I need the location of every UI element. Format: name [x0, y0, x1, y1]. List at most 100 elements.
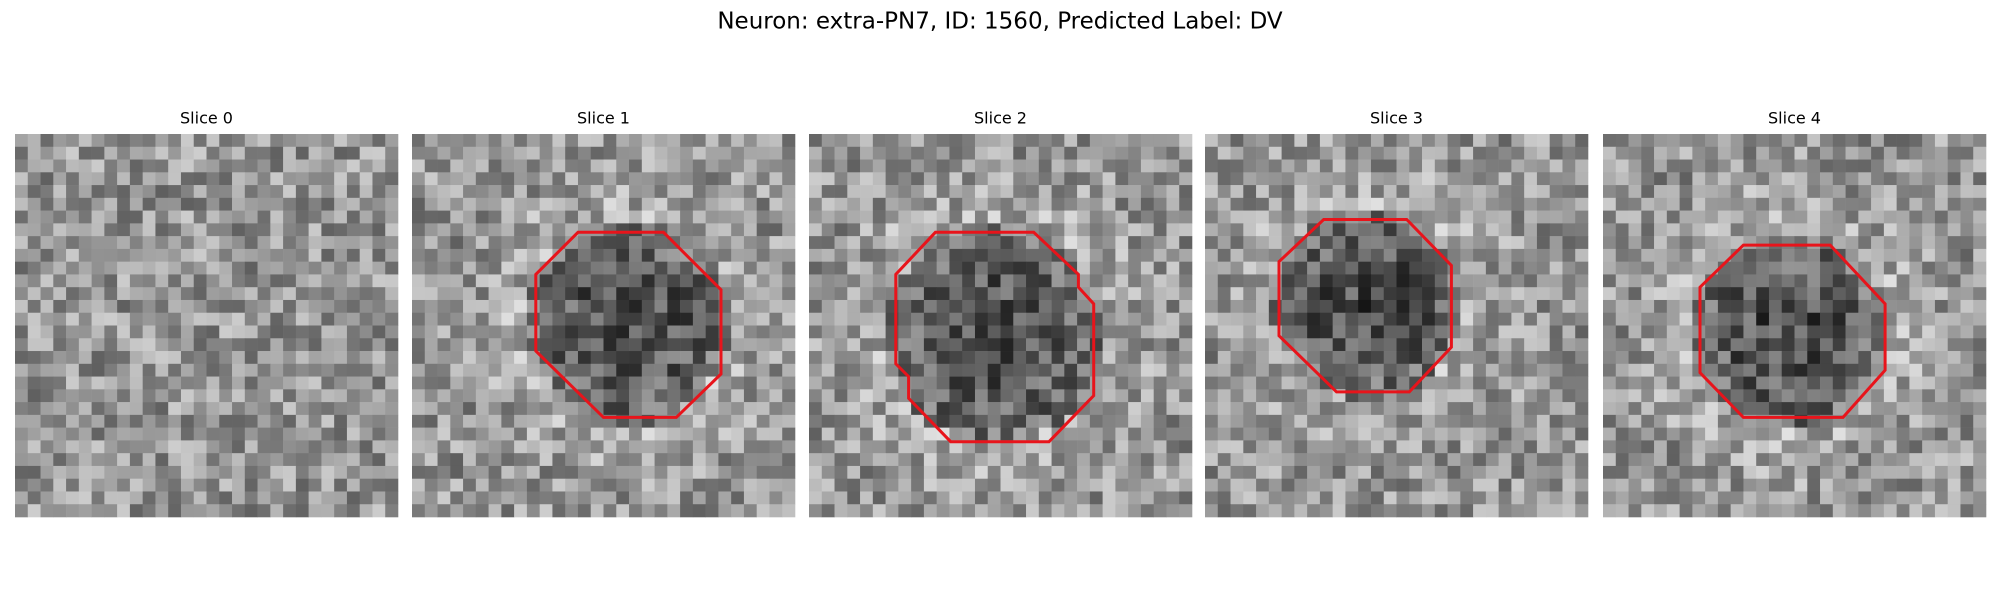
pixel	[629, 363, 643, 377]
pixel	[1268, 172, 1282, 186]
pixel	[193, 236, 207, 250]
pixel	[1128, 478, 1142, 492]
pixel	[283, 376, 297, 390]
pixel	[936, 351, 950, 365]
pixel	[936, 338, 950, 352]
pixel	[117, 299, 131, 314]
pixel	[424, 363, 438, 377]
slice-image	[1205, 134, 1589, 518]
pixel	[1947, 325, 1961, 339]
pixel	[1909, 287, 1923, 301]
pixel	[1217, 172, 1231, 186]
pixel	[1358, 274, 1372, 288]
pixel	[769, 363, 783, 377]
pixel	[1026, 414, 1040, 428]
pixel	[1858, 402, 1872, 416]
pixel	[1281, 172, 1295, 186]
pixel	[219, 248, 233, 262]
pixel	[526, 402, 540, 416]
pixel	[463, 261, 477, 275]
pixel	[270, 414, 284, 428]
pixel	[219, 172, 233, 186]
pixel	[1026, 504, 1040, 518]
pixel	[911, 299, 925, 314]
pixel	[1256, 312, 1270, 326]
pixel	[782, 312, 796, 326]
pixel	[1243, 325, 1257, 339]
pixel	[526, 248, 540, 262]
pixel	[1511, 185, 1525, 199]
pixel	[488, 402, 502, 416]
pixel	[911, 414, 925, 428]
pixel	[1730, 363, 1744, 377]
pixel	[1973, 440, 1987, 454]
pixel	[782, 389, 796, 403]
pixel	[1628, 197, 1642, 211]
pixel	[1281, 325, 1295, 339]
pixel	[1666, 248, 1680, 262]
pixel	[1256, 210, 1270, 224]
pixel	[1641, 478, 1655, 492]
pixel	[1883, 351, 1897, 365]
pixel	[1615, 389, 1629, 403]
pixel	[1807, 402, 1821, 416]
pixel	[1871, 248, 1885, 262]
pixel	[1422, 261, 1436, 275]
pixel	[1743, 134, 1757, 148]
pixel	[1281, 185, 1295, 199]
pixel	[1922, 338, 1936, 352]
pixel	[1498, 389, 1512, 403]
pixel	[1768, 159, 1783, 173]
pixel	[731, 504, 745, 518]
pixel	[412, 146, 426, 160]
pixel	[168, 363, 182, 377]
pixel	[1524, 172, 1538, 186]
pixel	[1524, 427, 1538, 441]
pixel	[1871, 197, 1885, 211]
pixel	[577, 159, 592, 173]
pixel	[1166, 465, 1180, 479]
pixel	[1153, 172, 1167, 186]
pixel	[1717, 312, 1731, 326]
pixel	[27, 414, 41, 428]
pixel	[1013, 223, 1027, 237]
pixel	[962, 134, 976, 148]
pixel	[1026, 402, 1040, 416]
pixel	[437, 210, 451, 224]
pixel	[1217, 414, 1231, 428]
pixel	[821, 338, 835, 352]
pixel	[1536, 478, 1550, 492]
pixel	[1536, 134, 1550, 148]
pixel	[1205, 414, 1219, 428]
pixel	[412, 427, 426, 441]
pixel	[552, 351, 566, 365]
pixel	[526, 478, 540, 492]
pixel	[629, 299, 643, 314]
pixel	[1447, 185, 1461, 199]
pixel	[692, 491, 706, 505]
pixel	[1511, 389, 1525, 403]
pixel	[1230, 159, 1244, 173]
pixel	[731, 491, 745, 505]
pixel	[142, 287, 156, 301]
pixel	[949, 134, 963, 148]
pixel	[756, 248, 770, 262]
pixel	[1820, 210, 1834, 224]
pixel	[1845, 453, 1859, 467]
pixel	[539, 440, 553, 454]
pixel	[1511, 210, 1525, 224]
pixel	[437, 363, 451, 377]
pixel	[1179, 402, 1193, 416]
pixel	[590, 363, 604, 377]
pixel	[1549, 210, 1563, 224]
pixel	[1268, 197, 1282, 211]
pixel	[155, 210, 169, 224]
pixel	[1064, 389, 1078, 403]
pixel	[1051, 491, 1065, 505]
pixel	[78, 414, 92, 428]
pixel	[437, 248, 451, 262]
pixel	[66, 325, 80, 339]
pixel	[1447, 440, 1461, 454]
pixel	[872, 210, 886, 224]
pixel	[898, 223, 912, 237]
